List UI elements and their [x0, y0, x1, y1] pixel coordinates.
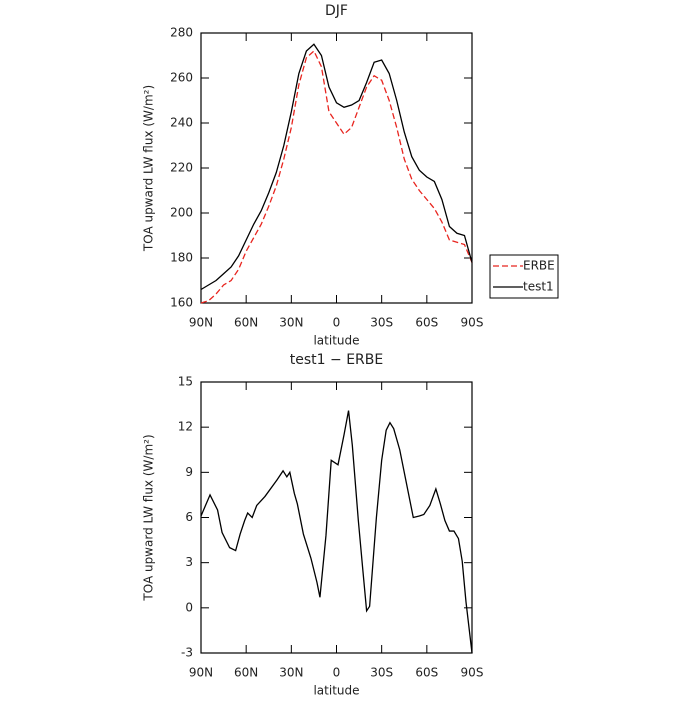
- y-tick-label: 12: [178, 420, 193, 434]
- legend-box: [489, 254, 559, 299]
- x-tick-label: 30S: [370, 666, 393, 680]
- x-tick-label: 60S: [415, 316, 438, 330]
- x-tick-label: 30N: [279, 316, 303, 330]
- x-tick-label: 30N: [279, 666, 303, 680]
- plot-frame: [200, 32, 473, 304]
- plot-frame: [200, 381, 473, 654]
- chart-title: test1 − ERBE: [290, 352, 383, 368]
- data-line: [200, 49, 473, 304]
- x-tick-label: 0: [333, 316, 341, 330]
- y-tick-label: 200: [170, 206, 193, 220]
- x-tick-label: 90S: [461, 316, 484, 330]
- y-tick-label: 160: [170, 296, 193, 310]
- y-tick-label: 180: [170, 251, 193, 265]
- y-tick-label: 220: [170, 161, 193, 175]
- data-line: [200, 410, 473, 654]
- x-tick-label: 90N: [189, 316, 213, 330]
- x-tick-label: 60N: [234, 666, 258, 680]
- x-axis-label: latitude: [313, 334, 359, 348]
- y-tick-label: 9: [185, 465, 193, 479]
- x-tick-label: 0: [333, 666, 341, 680]
- x-tick-label: 90S: [461, 666, 484, 680]
- chart-title: DJF: [325, 3, 348, 19]
- x-tick-label: 60S: [415, 666, 438, 680]
- y-tick-label: 240: [170, 116, 193, 130]
- legend-label: ERBE: [523, 259, 555, 273]
- x-tick-label: 90N: [189, 666, 213, 680]
- y-axis-label: TOA upward LW flux (W/m²): [142, 434, 156, 601]
- y-tick-label: 0: [185, 600, 193, 614]
- y-tick-label: -3: [181, 646, 193, 660]
- data-line: [200, 43, 473, 291]
- x-tick-label: 60N: [234, 316, 258, 330]
- y-tick-label: 3: [185, 555, 193, 569]
- y-tick-label: 280: [170, 26, 193, 40]
- y-axis-label: TOA upward LW flux (W/m²): [142, 85, 156, 252]
- legend-label: test1: [523, 280, 554, 294]
- y-tick-label: 15: [178, 375, 193, 389]
- x-axis-label: latitude: [313, 684, 359, 698]
- x-tick-label: 30S: [370, 316, 393, 330]
- y-tick-label: 6: [185, 510, 193, 524]
- y-tick-label: 260: [170, 71, 193, 85]
